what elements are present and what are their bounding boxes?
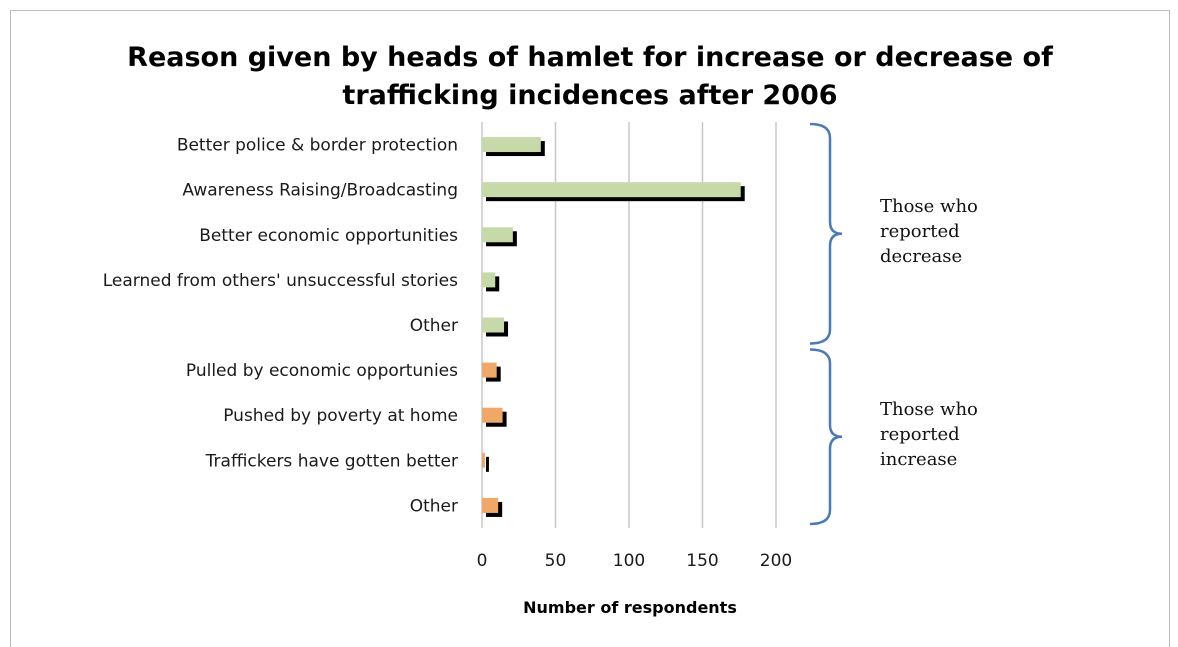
bar [482,137,541,153]
bar [482,497,499,513]
category-label: Better police & border protection [177,136,458,156]
category-label: Pushed by poverty at home [223,406,458,426]
bar [482,272,496,288]
x-tick-label: 200 [760,551,792,571]
chart-title-line-2: trafficking incidences after 2006 [342,80,837,111]
category-labels: Better police & border protection Awarene… [103,136,458,517]
bar [482,227,513,243]
bar [482,182,741,198]
bar [482,452,485,468]
category-label: Other [410,496,458,516]
chart-title-line-1: Reason given by heads of hamlet for incr… [127,42,1053,73]
bar-shadow [486,456,489,472]
group-annotation: Those who [880,399,978,420]
category-label: Better economic opportunities [199,226,458,246]
x-tick-label: 0 [477,551,488,571]
x-tick-labels: 0 50 100 150 200 [477,551,793,571]
group-braces: Those who reported decrease Those who report… [809,122,978,526]
bars [482,137,745,517]
category-label: Awareness Raising/Broadcasting [182,181,458,201]
x-tick-label: 100 [613,551,645,571]
category-label: Pulled by economic opportunies [186,361,458,381]
category-label: Traffickers have gotten better [205,451,458,471]
category-label: Other [410,316,458,336]
group-brace [809,348,843,526]
group-annotation: reported [880,424,960,445]
chart-frame [10,10,1170,647]
group-annotation: decrease [880,246,962,267]
group-annotation: increase [880,449,957,470]
category-label: Learned from others' unsuccessful storie… [103,271,458,291]
group-brace [809,122,843,345]
group-annotation: Those who [880,196,978,217]
x-tick-label: 50 [545,551,567,571]
bar [482,407,503,423]
bar [482,362,497,378]
x-axis-label: Number of respondents [523,598,737,617]
x-tick-label: 150 [686,551,718,571]
group-annotation: reported [880,221,960,242]
bar [482,317,505,333]
